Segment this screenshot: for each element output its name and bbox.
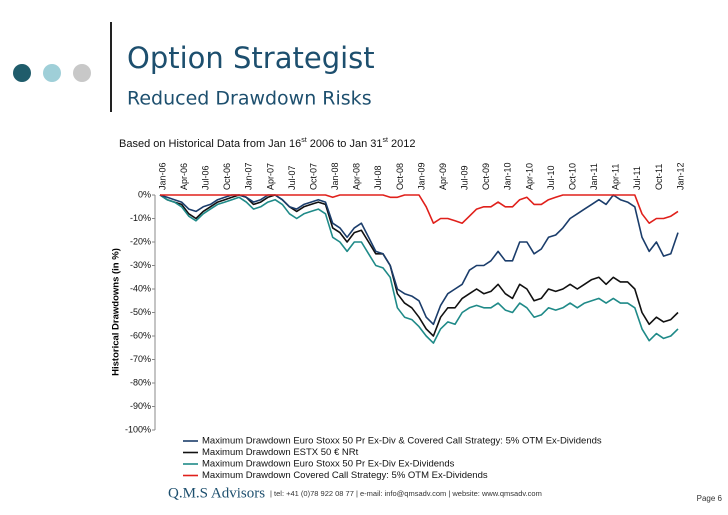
decor-dot	[43, 64, 61, 82]
legend-label: Maximum Drawdown Euro Stoxx 50 Pr Ex-Div…	[202, 436, 602, 447]
subtitle-part: Based on Historical Data from Jan 16	[119, 138, 301, 150]
x-tick-label: Apr-11	[611, 164, 621, 190]
series-line	[159, 194, 679, 326]
x-tick-label: Oct-08	[395, 163, 405, 190]
x-tick-label: Jul-08	[373, 165, 383, 190]
series-line	[159, 194, 679, 344]
x-tick-label: Oct-06	[222, 163, 232, 190]
footer-logo: Q.M.S Advisors	[168, 485, 265, 501]
x-tick-label: Jan-07	[244, 162, 254, 190]
subtitle-part: 2006 to Jan 31	[307, 138, 383, 150]
y-tick-label: 0%	[138, 189, 151, 199]
series-line	[160, 194, 679, 224]
subtitle-sup: st	[301, 137, 307, 144]
x-tick-label: Jul-09	[460, 165, 470, 190]
x-tick-label: Jan-11	[589, 163, 599, 190]
slide-title: Option Strategist	[127, 41, 375, 75]
legend-label: Maximum Drawdown Euro Stoxx 50 Pr Ex-Div…	[202, 459, 455, 470]
x-tick-label: Apr-07	[265, 163, 275, 190]
x-tick-label: Oct-07	[308, 163, 318, 190]
subtitle-part: 2012	[388, 138, 416, 150]
y-tick-label: -80%	[130, 377, 151, 387]
decor-dot	[73, 64, 91, 82]
y-tick-label: -70%	[130, 354, 151, 364]
x-tick-label: Oct-11	[654, 164, 664, 190]
x-tick-label: Jul-06	[201, 165, 211, 190]
decor-dot	[13, 64, 31, 82]
slide-subtitle: Reduced Drawdown Risks	[127, 88, 372, 110]
y-tick-label: -90%	[130, 401, 151, 411]
y-tick-label: -50%	[130, 307, 151, 317]
y-tick-label: -100%	[125, 424, 151, 434]
x-tick-label: Jan-06	[157, 162, 167, 190]
x-tick-label: Jan-10	[503, 162, 513, 190]
x-tick-label: Jul-07	[287, 165, 297, 190]
x-tick-label: Jul-11	[632, 166, 642, 190]
y-tick-label: -10%	[130, 213, 151, 223]
footer-contact: | tel: +41 (0)78 922 08 77 | e-mail: inf…	[270, 489, 542, 498]
x-tick-label: Jul-10	[546, 165, 556, 190]
chart-subtitle: Based on Historical Data from Jan 16st 2…	[119, 137, 415, 150]
x-tick-label: Apr-09	[438, 163, 448, 190]
x-tick-label: Jan-08	[330, 162, 340, 190]
x-tick-label: Apr-10	[524, 163, 534, 190]
x-tick-label: Oct-09	[481, 163, 491, 190]
y-tick-label: -20%	[130, 236, 151, 246]
x-tick-label: Oct-10	[567, 163, 577, 190]
x-tick-label: Jan-12	[675, 162, 685, 190]
y-tick-label: -30%	[130, 260, 151, 270]
series-line	[159, 194, 679, 337]
subtitle-sup: st	[383, 137, 389, 144]
y-axis-title: Historical Drawdowns (in %)	[111, 248, 122, 376]
x-tick-label: Jan-09	[416, 162, 426, 190]
x-tick-label: Apr-06	[179, 163, 189, 190]
y-tick-label: -40%	[130, 283, 151, 293]
legend-label: Maximum Drawdown Covered Call Strategy: …	[202, 470, 488, 481]
page-number: Page 6	[697, 494, 723, 503]
y-tick-label: -60%	[130, 330, 151, 340]
x-tick-label: Apr-08	[352, 163, 362, 190]
legend-label: Maximum Drawdown ESTX 50 € NRt	[202, 447, 359, 458]
